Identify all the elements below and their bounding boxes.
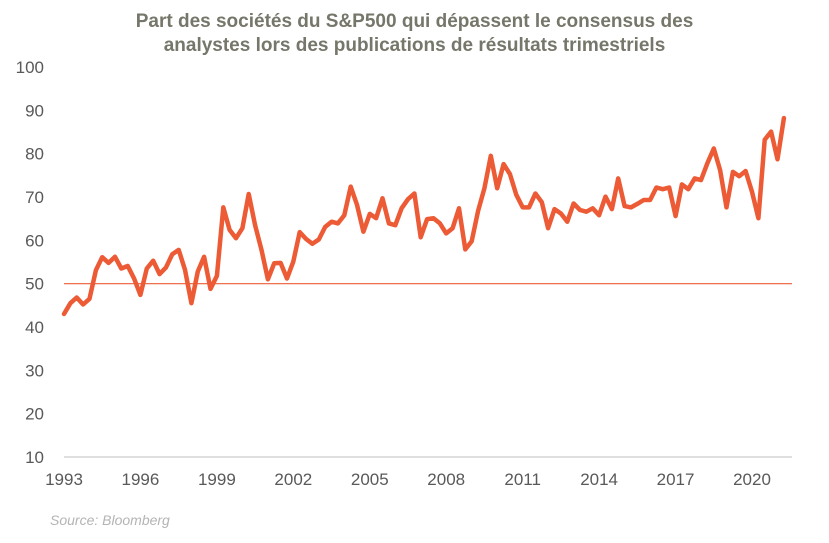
x-tick-label: 1993 <box>45 470 83 489</box>
y-tick-label: 10 <box>25 448 44 467</box>
y-tick-label: 90 <box>25 101 44 120</box>
y-tick-label: 60 <box>25 231 44 250</box>
series-line <box>61 115 787 317</box>
chart-title-line-1: Part des sociétés du S&P500 qui dépassen… <box>135 11 694 32</box>
x-tick-label: 1999 <box>198 470 236 489</box>
x-tick-label: 2002 <box>274 470 312 489</box>
y-tick-label: 80 <box>25 145 44 164</box>
x-tick-label: 2008 <box>427 470 465 489</box>
x-tick-label: 2005 <box>351 470 389 489</box>
chart-title-line-2: analystes lors des publications de résul… <box>163 35 666 56</box>
x-tick-label: 2017 <box>657 470 695 489</box>
x-tick-label: 2020 <box>733 470 771 489</box>
x-tick-label: 2011 <box>504 470 541 489</box>
y-tick-label: 40 <box>25 318 44 337</box>
data-points <box>63 118 784 315</box>
x-axis: 1993 1996 1999 2002 2005 2008 2011 2014 2017 2020 <box>45 470 771 489</box>
y-tick-label: 100 <box>16 58 44 77</box>
x-tick-label: 1996 <box>122 470 160 489</box>
source-note: Source: Bloomberg <box>50 512 170 528</box>
y-tick-label: 50 <box>25 275 44 294</box>
y-tick-label: 70 <box>25 188 44 207</box>
y-tick-label: 30 <box>25 361 44 380</box>
chart-title: Part des sociétés du S&P500 qui dépassen… <box>0 10 829 58</box>
y-tick-label: 20 <box>25 405 44 424</box>
x-tick-label: 2014 <box>580 470 618 489</box>
y-axis: 10 20 30 40 50 60 70 80 90 100 <box>16 58 44 467</box>
